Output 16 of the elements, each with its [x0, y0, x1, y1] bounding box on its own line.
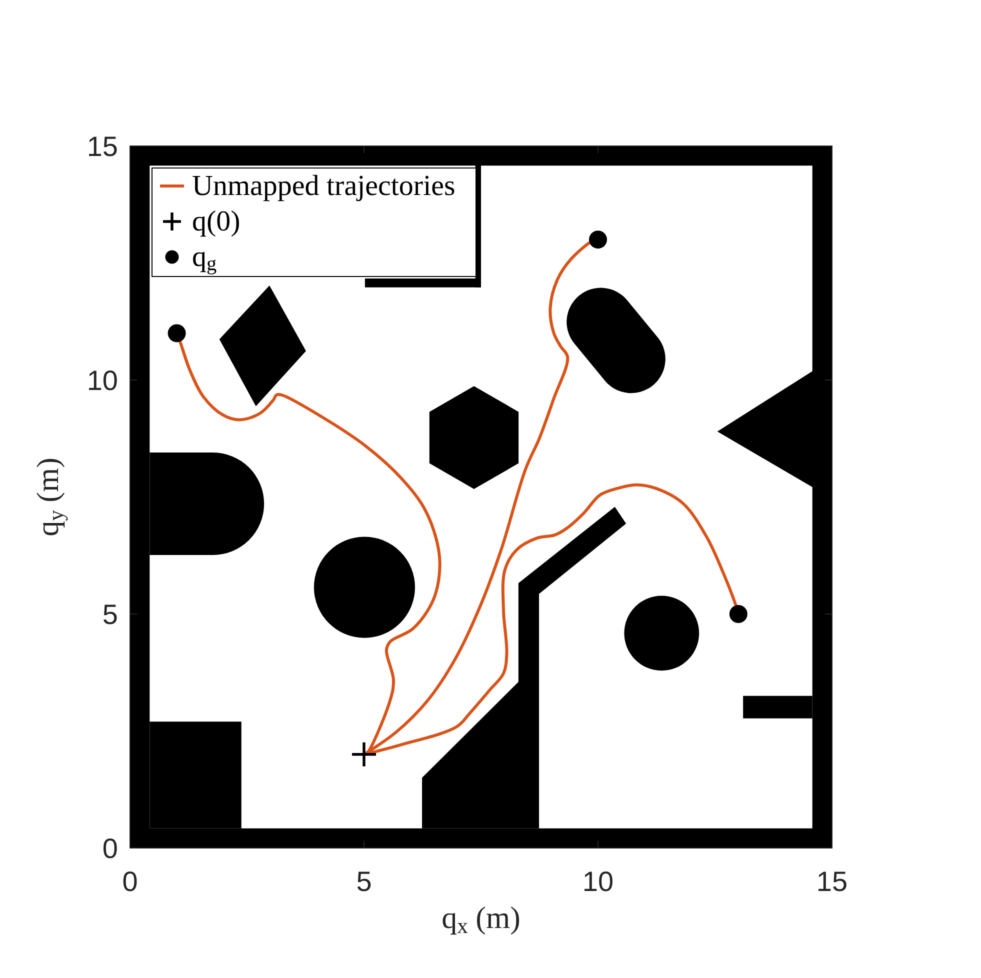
x-tick-label: 0: [122, 866, 138, 897]
x-tick-label: 10: [582, 866, 614, 897]
point: [352, 742, 376, 766]
legend-label: q(0): [192, 206, 240, 238]
y-tick-label: 15: [86, 131, 118, 162]
legend-label: Unmapped trajectories: [192, 170, 456, 202]
point: [729, 605, 748, 623]
point: [168, 324, 186, 342]
y-tick-label: 0: [102, 833, 118, 864]
x-tick-label: 15: [816, 866, 848, 897]
point: [589, 230, 607, 249]
y-tick-label: 10: [86, 365, 118, 396]
y-tick-label: 5: [102, 599, 118, 630]
x-tick-label: 5: [356, 866, 372, 897]
x-axis-title: q$_{x}$ (m): [442, 900, 520, 938]
legend-label: q$_{g}$: [192, 241, 217, 276]
